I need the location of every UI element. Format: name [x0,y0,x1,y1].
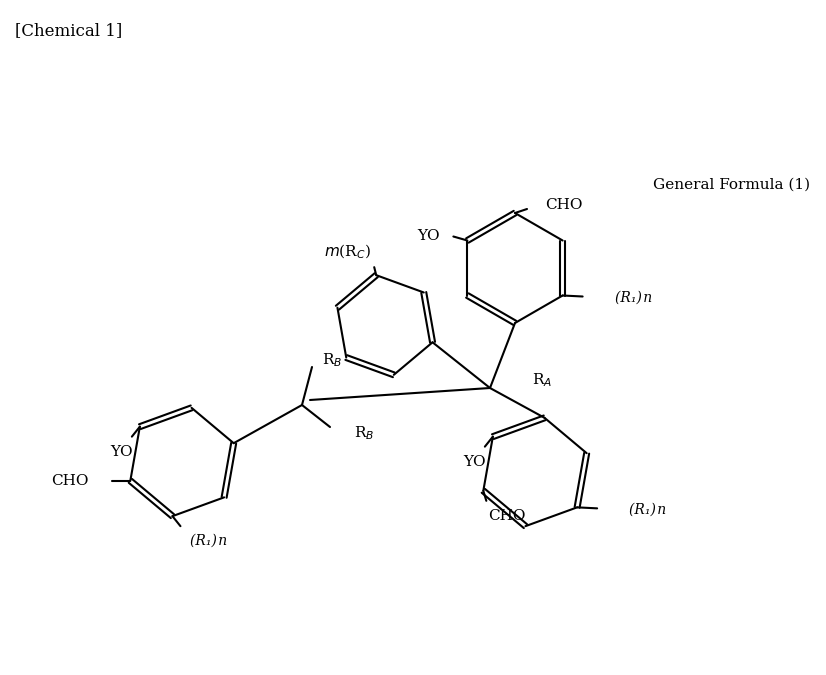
Text: YO: YO [463,455,487,468]
Text: $m$(R$_C$): $m$(R$_C$) [324,243,371,261]
Text: CHO: CHO [51,474,88,488]
Text: YO: YO [417,229,439,242]
Text: R$_B$: R$_B$ [322,351,342,369]
Text: R$_B$: R$_B$ [354,424,374,442]
Text: YO: YO [111,445,133,458]
Text: [Chemical 1]: [Chemical 1] [15,22,122,39]
Text: (R₁) n: (R₁) n [629,502,667,516]
Text: (R₁) n: (R₁) n [191,534,228,548]
Text: (R₁) n: (R₁) n [615,290,652,304]
Text: CHO: CHO [545,198,582,212]
Text: CHO: CHO [488,509,526,523]
Text: General Formula (1): General Formula (1) [653,178,810,192]
Text: R$_A$: R$_A$ [532,371,552,389]
